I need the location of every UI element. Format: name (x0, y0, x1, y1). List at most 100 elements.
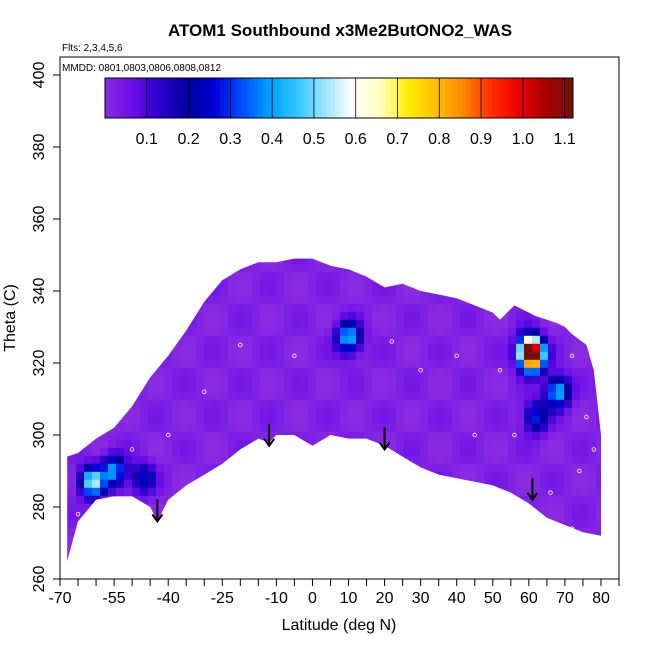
heatmap-cell (268, 407, 277, 417)
heatmap-cell (188, 248, 197, 257)
heatmap-cell (204, 375, 213, 385)
heatmap-cell (460, 271, 469, 281)
heatmap-cell (364, 399, 373, 409)
heatmap-cell (540, 471, 549, 481)
heatmap-cell (564, 463, 573, 473)
heatmap-cell (332, 248, 341, 257)
sample-point (129, 447, 135, 452)
heatmap-cell (588, 487, 597, 497)
heatmap-cell (268, 503, 277, 513)
heatmap-cell (132, 258, 141, 265)
heatmap-cell (180, 248, 189, 257)
heatmap-cell (284, 511, 293, 521)
heatmap-cell (108, 407, 117, 417)
heatmap-cell (428, 359, 437, 369)
heatmap-cell (556, 258, 565, 265)
heatmap-cell (508, 319, 517, 329)
heatmap-cell (540, 383, 549, 393)
heatmap-cell (68, 519, 77, 529)
heatmap-cell (212, 391, 221, 401)
heatmap-cell (516, 495, 525, 505)
heatmap-cell (236, 351, 245, 361)
heatmap-cell (420, 359, 429, 369)
heatmap-cell (412, 551, 421, 561)
heatmap-cell (260, 287, 269, 297)
heatmap-cell (364, 447, 373, 457)
heatmap-cell (364, 471, 373, 481)
heatmap-cell (428, 335, 437, 345)
heatmap-cell (332, 311, 341, 321)
heatmap-cell (116, 543, 125, 553)
heatmap-cell (244, 351, 253, 361)
heatmap-cell (524, 287, 533, 297)
heatmap-cell (108, 535, 117, 545)
heatmap-cell (604, 512, 613, 521)
heatmap-cell (84, 463, 93, 473)
heatmap-cell (596, 359, 601, 369)
heatmap-cell (596, 463, 601, 473)
heatmap-cell (356, 258, 365, 265)
heatmap-cell (476, 455, 485, 465)
heatmap-cell (508, 471, 517, 481)
heatmap-cell (132, 511, 141, 521)
heatmap-cell (268, 335, 277, 345)
heatmap-cell (364, 263, 373, 273)
heatmap-cell (340, 343, 349, 353)
heatmap-cell (116, 551, 125, 561)
heatmap-cell (380, 279, 389, 289)
heatmap-cell (116, 327, 125, 337)
heatmap-cell (388, 415, 397, 425)
heatmap-cell (308, 527, 317, 537)
heatmap-cell (348, 447, 357, 457)
colorbar-band (390, 78, 395, 118)
heatmap-cell (588, 519, 597, 529)
heatmap-cell (524, 383, 533, 393)
heatmap-cell (140, 399, 149, 409)
heatmap-cell (436, 535, 445, 545)
heatmap-cell (332, 495, 341, 505)
heatmap-cell (180, 447, 189, 457)
heatmap-cell (268, 471, 277, 481)
heatmap-cell (564, 343, 573, 353)
heatmap-cell (124, 258, 133, 265)
heatmap-cell (372, 303, 381, 313)
heatmap-cell (388, 263, 397, 273)
heatmap-cell (124, 375, 133, 385)
heatmap-cell (220, 415, 229, 425)
heatmap-cell (516, 319, 525, 329)
heatmap-cell (500, 248, 509, 257)
heatmap-cell (348, 351, 357, 361)
heatmap-cell (508, 407, 517, 417)
colorbar-tick-label: 0.7 (386, 131, 408, 148)
heatmap-cell (308, 568, 317, 577)
heatmap-cell (588, 335, 597, 345)
colorbar-tick-label: 0.6 (345, 131, 367, 148)
heatmap-cell (404, 287, 413, 297)
heatmap-cell (420, 263, 429, 273)
heatmap-cell (68, 551, 77, 561)
heatmap-cell (556, 367, 565, 377)
heatmap-cell (316, 543, 325, 553)
colorbar-band (113, 78, 119, 118)
heatmap-cell (444, 383, 453, 393)
heatmap-cell (172, 447, 181, 457)
heatmap-cell (324, 431, 333, 441)
heatmap-cell (460, 258, 469, 265)
heatmap-cell (548, 415, 557, 425)
heatmap-cell (508, 431, 517, 441)
heatmap-cell (316, 258, 325, 265)
heatmap-cell (564, 407, 573, 417)
heatmap-cell (212, 535, 221, 545)
heatmap-cell (140, 415, 149, 425)
heatmap-cell (188, 568, 197, 577)
heatmap-cell (372, 359, 381, 369)
heatmap-cell (476, 439, 485, 449)
heatmap-cell (404, 568, 413, 577)
heatmap-cell (580, 479, 589, 489)
heatmap-cell (228, 431, 237, 441)
heatmap-cell (356, 343, 365, 353)
heatmap-cell (460, 519, 469, 529)
heatmap-cell (100, 263, 109, 273)
heatmap-cell (276, 447, 285, 457)
